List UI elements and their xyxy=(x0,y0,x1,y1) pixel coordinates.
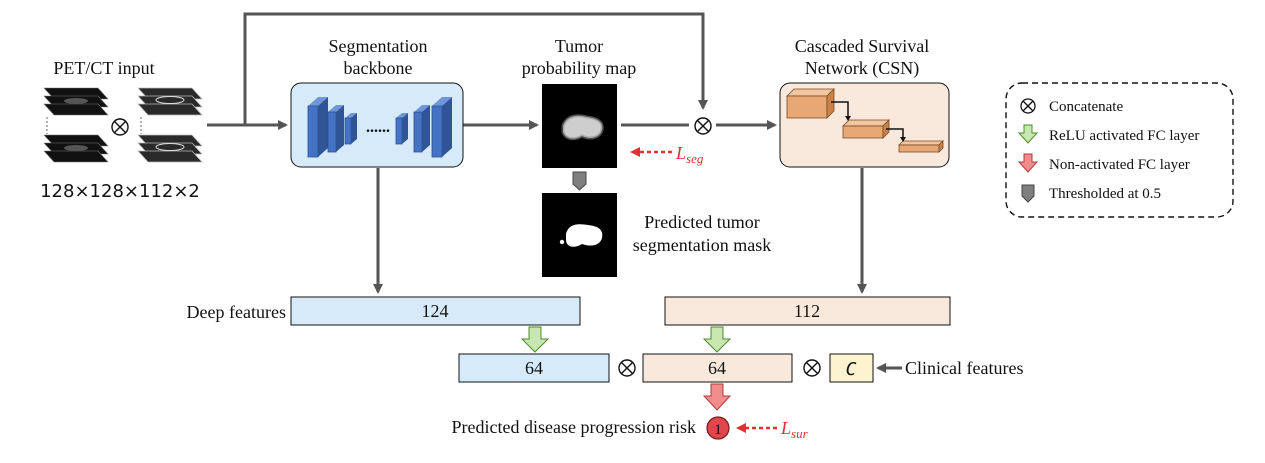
deep-features-label: Deep features xyxy=(187,302,286,322)
csn-cascade-arrows xyxy=(831,101,906,142)
relu-fc-arrow-icon-right xyxy=(702,326,732,353)
mask-label-line2: segmentation mask xyxy=(633,235,771,255)
fc-deep-value: 64 xyxy=(525,358,543,378)
legend: Concatenate ReLU activated FC layer Non-… xyxy=(1005,82,1234,218)
seg-loss-main: L xyxy=(675,143,686,163)
legend-red-arrow-icon xyxy=(1017,153,1039,173)
legend-item-non-activated: Non-activated FC layer xyxy=(1049,157,1190,173)
layer-ellipsis: ...... xyxy=(366,119,390,136)
risk-output-node: 1 xyxy=(706,416,730,440)
csn-cube-3 xyxy=(898,140,944,153)
non-activated-fc-arrow-icon xyxy=(702,383,732,411)
fc-csn-value: 64 xyxy=(708,358,726,378)
csn-feature-vector: 112 xyxy=(664,296,951,326)
deep-feature-vector: 124 xyxy=(290,296,581,326)
fc-csn-vector: 64 xyxy=(642,353,793,383)
clinical-features-label: Clinical features xyxy=(905,358,1023,378)
sur-loss-sub: sur xyxy=(791,426,809,441)
csn-label-line2: Network (CSN) xyxy=(805,58,920,79)
input-dims: 128×128×112×2 xyxy=(40,181,200,202)
seg-loss-sub: seg xyxy=(686,151,704,166)
ct-stack-icon xyxy=(137,87,203,163)
csn-feature-value: 112 xyxy=(794,301,820,321)
cascaded-survival-network xyxy=(779,82,950,168)
seg-loss: Lseg xyxy=(630,143,704,166)
concat-symbol-main xyxy=(694,117,712,135)
csn-cube-2 xyxy=(842,119,890,139)
legend-green-arrow-icon xyxy=(1017,124,1039,144)
relu-fc-arrow-icon-left xyxy=(520,326,550,353)
output-label: Predicted disease progression risk xyxy=(452,417,696,437)
segmentation-label-line1: Segmentation xyxy=(329,36,428,56)
clinical-feature-box: C xyxy=(829,353,874,383)
sur-loss-main: L xyxy=(780,418,791,438)
predicted-tumor-mask xyxy=(542,193,617,277)
deep-feature-value: 124 xyxy=(422,301,449,321)
concat-symbol-fc-1 xyxy=(618,359,636,377)
legend-concat-icon xyxy=(1020,98,1036,114)
csn-label-line1: Cascaded Survival xyxy=(795,36,929,56)
concat-symbol-fc-2 xyxy=(803,359,821,377)
tumor-probability-map xyxy=(542,84,617,168)
fc-deep-vector: 64 xyxy=(458,353,610,383)
pet-stack-icon xyxy=(43,87,109,163)
mask-label-line1: Predicted tumor xyxy=(644,212,759,232)
csn-cube-1 xyxy=(786,88,835,119)
prob-map-label-line1: Tumor xyxy=(555,36,603,56)
risk-output-value: 1 xyxy=(714,422,722,438)
segmentation-label-line2: backbone xyxy=(344,58,413,78)
sur-loss: Lsur xyxy=(736,418,809,441)
concat-symbol xyxy=(111,118,129,136)
threshold-arrow-icon xyxy=(572,171,587,191)
segmentation-backbone: ...... xyxy=(290,82,464,168)
input-label: PET/CT input xyxy=(53,58,154,78)
legend-item-threshold: Thresholded at 0.5 xyxy=(1049,186,1161,202)
connectors xyxy=(207,12,902,373)
legend-item-relu: ReLU activated FC layer xyxy=(1049,128,1199,144)
clinical-symbol: C xyxy=(846,359,857,380)
legend-gray-pentagon-icon xyxy=(1021,184,1035,203)
svg-text:Lsur: Lsur xyxy=(780,418,809,441)
svg-text:Lseg: Lseg xyxy=(675,143,704,166)
encoder-layers xyxy=(307,97,357,158)
decoder-layers xyxy=(395,97,452,158)
legend-item-concatenate: Concatenate xyxy=(1049,99,1123,115)
prob-map-label-line2: probability map xyxy=(522,58,636,78)
